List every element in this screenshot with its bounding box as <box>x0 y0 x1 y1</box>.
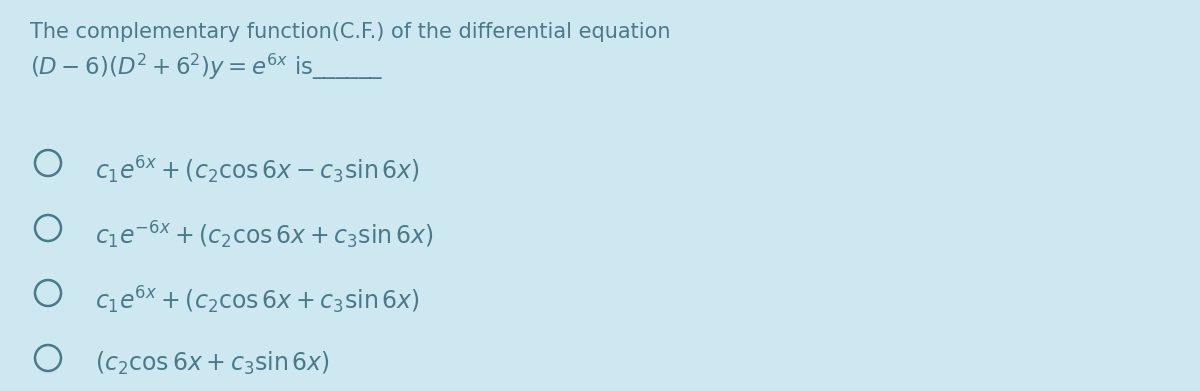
Text: $(c_2 \cos 6x + c_3 \sin 6x)$: $(c_2 \cos 6x + c_3 \sin 6x)$ <box>95 350 330 377</box>
Text: $c_1e^{-6x} + (c_2 \cos 6x + c_3 \sin 6x)$: $c_1e^{-6x} + (c_2 \cos 6x + c_3 \sin 6x… <box>95 220 433 251</box>
Text: $(D - 6)(D^2 + 6^2)y = e^{6x}$ is______: $(D - 6)(D^2 + 6^2)y = e^{6x}$ is______ <box>30 52 383 82</box>
Text: The complementary function(C.F.) of the differential equation: The complementary function(C.F.) of the … <box>30 22 671 42</box>
Text: $c_1e^{6x} + (c_2 \cos 6x - c_3 \sin 6x)$: $c_1e^{6x} + (c_2 \cos 6x - c_3 \sin 6x)… <box>95 155 420 187</box>
Text: $c_1e^{6x} + (c_2 \cos 6x + c_3 \sin 6x)$: $c_1e^{6x} + (c_2 \cos 6x + c_3 \sin 6x)… <box>95 285 420 316</box>
